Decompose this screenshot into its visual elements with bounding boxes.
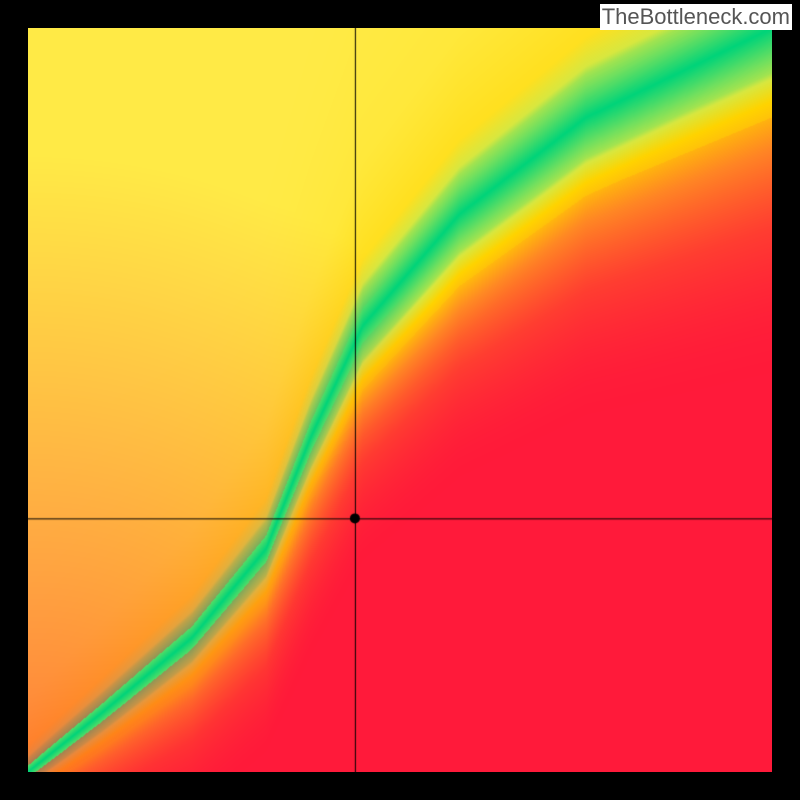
chart-container: TheBottleneck.com: [0, 0, 800, 800]
heatmap-plot-area: [28, 28, 772, 772]
heatmap-canvas: [28, 28, 772, 772]
watermark-text: TheBottleneck.com: [600, 4, 792, 30]
